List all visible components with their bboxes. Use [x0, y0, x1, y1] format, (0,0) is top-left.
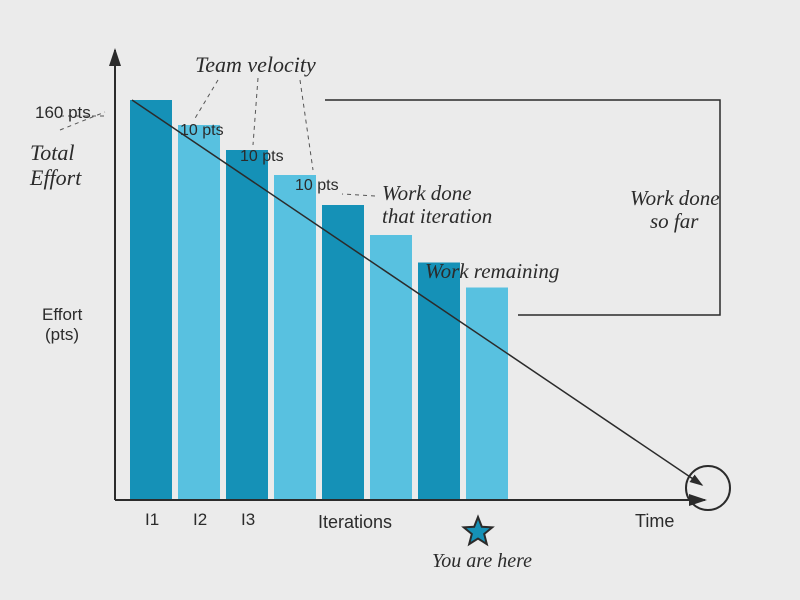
label-pts_3: 10 pts [295, 177, 339, 194]
label-total_effort_1: Total [30, 140, 74, 165]
label-work_remaining: Work remaining [425, 259, 559, 283]
label-you_are_here: You are here [432, 550, 532, 572]
label-effort_2: (pts) [45, 325, 79, 344]
bar-2 [178, 125, 220, 500]
label-work_done_it_2: that iteration [382, 204, 492, 228]
label-iterations: Iterations [318, 512, 392, 532]
bar-8 [466, 288, 508, 501]
label-total_effort_2: Effort [29, 165, 82, 190]
bar-3 [226, 150, 268, 500]
label-i1: I1 [145, 510, 159, 529]
label-time: Time [635, 511, 674, 531]
label-y_axis_max: 160 pts [35, 103, 91, 122]
label-work_done_sf_2: so far [650, 209, 699, 233]
label-i3: I3 [241, 510, 255, 529]
bar-5 [322, 205, 364, 500]
label-work_done_it_1: Work done [382, 181, 472, 205]
bar-1 [130, 100, 172, 500]
label-work_done_sf_1: Work done [630, 186, 720, 210]
label-pts_1: 10 pts [180, 122, 224, 139]
label-i2: I2 [193, 510, 207, 529]
bar-4 [274, 175, 316, 500]
label-pts_2: 10 pts [240, 148, 284, 165]
burndown-chart: 160 ptsTotalEffortEffort(pts)Team veloci… [0, 0, 800, 600]
label-effort_1: Effort [42, 305, 83, 324]
label-team_velocity: Team velocity [195, 52, 316, 77]
